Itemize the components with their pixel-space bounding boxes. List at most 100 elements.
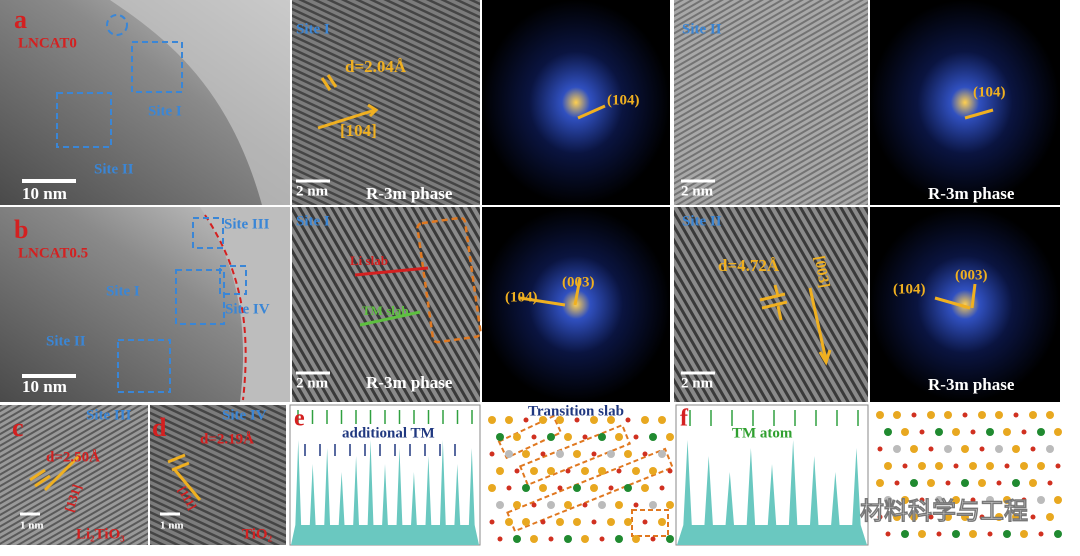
decoration [649,501,657,509]
decoration [666,501,674,509]
decoration [522,484,530,492]
decoration [935,428,943,436]
decoration [935,496,943,504]
decoration [642,519,648,525]
decoration [1013,412,1019,418]
decoration [607,416,615,424]
decoration [952,496,960,504]
decoration [632,535,640,543]
decoration [885,531,891,537]
decoration [944,411,952,419]
decoration [488,484,496,492]
decoration [1046,513,1054,521]
decoration [650,536,656,542]
panel-label: d [152,413,167,442]
decoration [506,485,512,491]
decoration [496,433,504,441]
decoration [496,501,504,509]
decoration [658,450,666,458]
plane: (003) [562,274,595,290]
decoration [666,433,674,441]
scale: 1 nm [160,520,184,532]
phase: R-3m phase [366,373,453,392]
decoration [936,531,942,537]
decoration [969,462,977,470]
decoration [927,411,935,419]
decoration [489,451,495,457]
sample: LNCAT0.5 [18,245,88,261]
decoration [1037,428,1045,436]
decoration [877,446,883,452]
decoration [556,416,564,424]
scale: 1 nm [20,520,44,532]
slab: TM slab [362,303,409,318]
decoration [986,428,994,436]
decoration [513,535,521,543]
decoration [918,462,926,470]
decoration [488,416,496,424]
decoration [935,462,943,470]
decoration [658,518,666,526]
schematic-title: Transition slab [528,403,624,419]
spacing: d=2.04Å [345,57,407,76]
decoration [962,412,968,418]
decoration [581,535,589,543]
decoration [995,411,1003,419]
decoration [608,485,614,491]
note: additional TM [342,425,435,441]
panel-label: e [294,406,305,432]
panel-label: f [680,406,689,432]
decoration [1021,497,1027,503]
decoration [961,445,969,453]
decoration [978,479,986,487]
decoration [598,501,606,509]
decoration [970,429,976,435]
decoration [540,451,546,457]
decoration [624,518,632,526]
decoration [556,450,564,458]
decoration [531,434,537,440]
decoration [1003,496,1011,504]
decoration [513,501,521,509]
decoration [876,479,884,487]
decoration [911,412,917,418]
decoration [641,416,649,424]
decoration [1029,411,1037,419]
decoration [884,462,892,470]
decoration [591,519,597,525]
decoration [1030,514,1036,520]
phase: R-3m phase [366,184,453,203]
decoration [978,411,986,419]
site: Site I [106,283,140,299]
decoration [642,451,648,457]
decoration [910,513,918,521]
decoration [944,513,952,521]
decoration [901,496,909,504]
phase: Li₂TiO₃ [76,526,125,542]
decoration [582,502,588,508]
decoration [1054,530,1062,538]
decoration [573,484,581,492]
decoration [547,433,555,441]
decoration [1037,496,1045,504]
sample: LNCAT0 [18,35,77,51]
decoration [667,468,673,474]
decoration [877,514,883,520]
decoration [1012,479,1020,487]
decoration [884,496,892,504]
decoration [540,519,546,525]
decoration [530,535,538,543]
decoration [599,536,605,542]
panel-label: c [12,413,24,442]
decoration [539,484,547,492]
decoration [919,497,925,503]
decoration [970,497,976,503]
scale: 2 nm [681,183,714,199]
decoration [616,468,622,474]
decoration [649,467,657,475]
decoration [591,451,597,457]
decoration [291,440,479,545]
phase: R-3m phase [928,184,1015,203]
scale: 2 nm [296,375,329,391]
decoration [607,518,615,526]
